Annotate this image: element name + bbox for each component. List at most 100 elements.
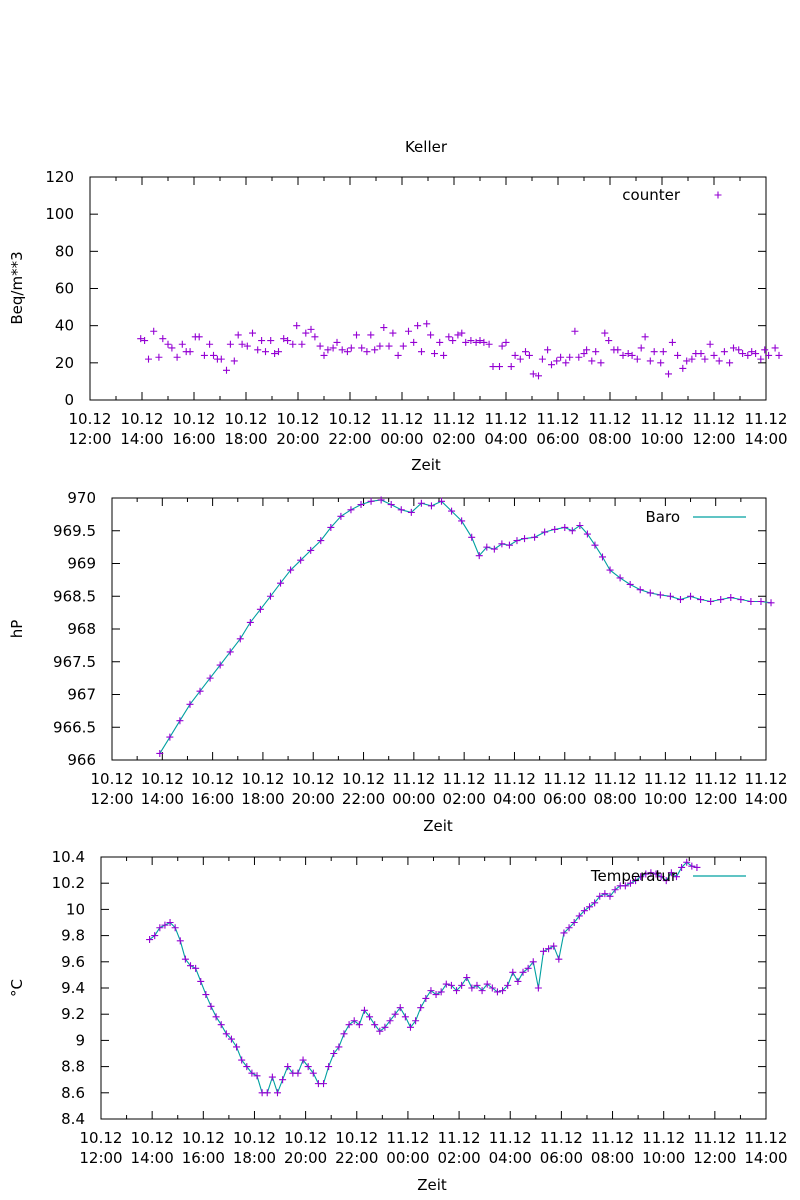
- ytick-label: 9: [75, 1031, 85, 1049]
- data-point: [176, 717, 184, 725]
- xtick-label-date: 11.12: [485, 410, 528, 428]
- data-point: [371, 346, 379, 354]
- data-point: [377, 496, 385, 504]
- data-point: [151, 932, 159, 940]
- data-point: [463, 974, 471, 982]
- data-point: [488, 984, 496, 992]
- data-point: [280, 335, 288, 343]
- data-point: [657, 873, 665, 881]
- ytick-label: 120: [45, 168, 74, 186]
- data-point: [268, 1073, 276, 1081]
- xtick-label-date: 11.12: [438, 1129, 481, 1147]
- data-point: [289, 340, 297, 348]
- data-point: [601, 890, 609, 898]
- data-point: [483, 980, 491, 988]
- data-point: [440, 351, 448, 359]
- data-point: [217, 355, 225, 363]
- data-point: [548, 361, 555, 369]
- xtick-label-time: 14:00: [744, 1149, 787, 1167]
- chart-keller-ytick-labels: 0 20 40 60 80 100 120: [45, 168, 74, 409]
- data-point: [493, 988, 501, 996]
- data-point: [267, 337, 275, 345]
- data-point: [647, 869, 655, 877]
- xtick-label-time: 12:00: [693, 1149, 736, 1167]
- data-point: [580, 907, 588, 915]
- data-point: [271, 350, 279, 358]
- data-point: [619, 351, 627, 359]
- xtick-label-date: 10.12: [91, 770, 134, 788]
- data-point: [583, 346, 591, 354]
- data-point: [256, 605, 264, 613]
- data-point: [606, 892, 614, 900]
- data-point: [414, 322, 422, 330]
- data-point: [405, 327, 412, 335]
- data-point: [545, 945, 553, 953]
- data-point: [210, 351, 217, 359]
- data-point: [565, 924, 573, 932]
- data-point: [275, 348, 282, 356]
- data-point: [676, 596, 684, 604]
- ytick-label: 10.2: [52, 874, 85, 892]
- data-point: [697, 350, 705, 358]
- data-point: [156, 924, 164, 932]
- data-point: [427, 987, 435, 995]
- data-point: [467, 337, 475, 345]
- data-point: [445, 333, 453, 341]
- xtick-label-date: 11.12: [642, 1129, 685, 1147]
- data-point: [557, 353, 565, 361]
- data-point: [529, 370, 537, 378]
- data-point: [767, 599, 775, 607]
- data-point: [357, 501, 365, 509]
- data-point: [233, 1043, 241, 1051]
- data-point: [137, 335, 145, 343]
- chart-baro-ticks: [111, 497, 767, 761]
- data-point: [454, 331, 462, 339]
- data-point: [171, 924, 179, 932]
- data-point: [258, 337, 266, 345]
- data-point: [522, 348, 529, 356]
- data-point: [320, 1080, 328, 1088]
- xtick-label-time: 04:00: [493, 790, 536, 808]
- data-point: [706, 340, 714, 348]
- xtick-label-time: 06:00: [543, 790, 586, 808]
- data-point: [406, 1023, 414, 1031]
- data-point: [337, 512, 345, 520]
- data-point: [347, 344, 355, 352]
- data-point: [720, 348, 728, 356]
- series-line: [159, 499, 772, 754]
- data-point: [666, 592, 674, 600]
- chart-keller-legend: counter: [622, 186, 722, 204]
- data-point: [544, 346, 552, 354]
- xtick-label-date: 10.12: [233, 1129, 276, 1147]
- data-point: [226, 340, 234, 348]
- chart-baro-ytick-labels: 966 966.5 967 967.5 968 968.5 969 969.5 970: [53, 489, 96, 769]
- data-point: [659, 348, 667, 356]
- data-point: [621, 882, 629, 890]
- data-point: [371, 1021, 379, 1029]
- xtick-label-date: 11.12: [433, 410, 476, 428]
- data-point: [164, 340, 172, 348]
- data-point: [586, 903, 594, 911]
- data-point: [498, 540, 506, 548]
- data-point: [499, 987, 507, 995]
- data-point: [327, 523, 335, 531]
- data-point: [744, 351, 752, 359]
- data-point: [472, 338, 480, 346]
- data-point: [614, 346, 622, 354]
- data-point: [717, 596, 725, 604]
- data-point: [249, 329, 256, 337]
- xtick-label-time: 22:00: [328, 430, 371, 448]
- data-point: [287, 566, 295, 574]
- data-point: [637, 344, 645, 352]
- chart-temperatur-legend: Temperatur: [590, 867, 746, 885]
- data-point: [576, 522, 584, 530]
- data-point: [588, 357, 596, 365]
- data-point: [178, 340, 186, 348]
- xtick-label-date: 10.12: [141, 770, 184, 788]
- xtick-label-time: 22:00: [335, 1149, 378, 1167]
- xtick-label-date: 11.12: [745, 410, 788, 428]
- data-point: [534, 984, 542, 992]
- data-point: [262, 348, 269, 356]
- data-point: [715, 357, 723, 365]
- xtick-label-time: 16:00: [191, 790, 234, 808]
